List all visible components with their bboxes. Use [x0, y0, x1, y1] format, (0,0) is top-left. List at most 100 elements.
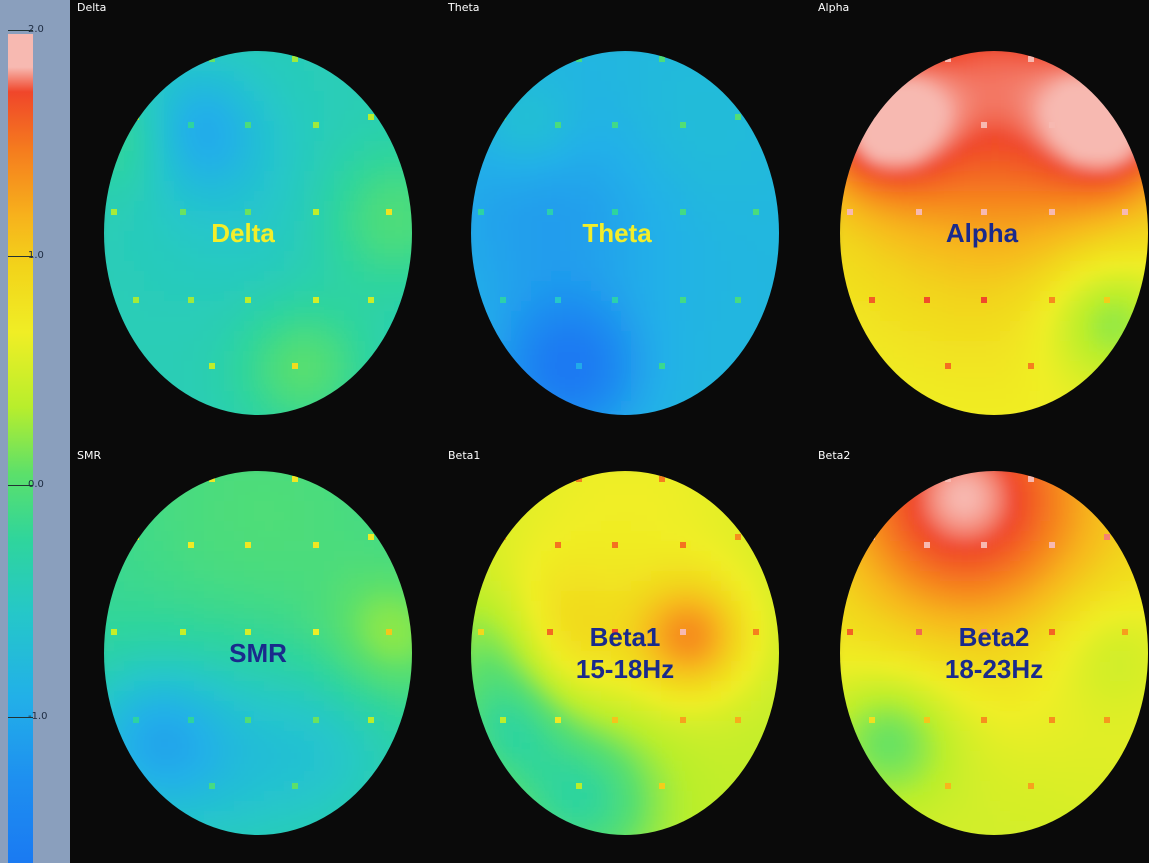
map-cell	[501, 331, 512, 342]
electrode-dot	[612, 209, 618, 215]
map-cell	[1080, 411, 1091, 415]
map-cell	[274, 161, 285, 172]
map-cell	[234, 91, 245, 102]
map-cell	[491, 91, 502, 102]
map-cell	[304, 421, 315, 432]
map-cell	[890, 341, 901, 352]
map-cell	[1110, 61, 1121, 72]
map-cell	[1000, 331, 1011, 342]
map-cell	[980, 401, 991, 412]
map-cell	[761, 201, 772, 212]
electrode-dot	[680, 297, 686, 303]
map-cell	[731, 61, 742, 72]
map-cell	[194, 111, 205, 122]
map-cell	[404, 241, 412, 252]
map-cell	[374, 371, 385, 382]
map-cell	[184, 351, 195, 362]
map-cell	[144, 381, 155, 392]
map-cell	[701, 81, 712, 92]
map-cell	[344, 691, 355, 702]
map-cell	[294, 371, 305, 382]
map-cell	[134, 121, 145, 132]
map-cell	[900, 301, 911, 312]
map-cell	[124, 661, 135, 672]
map-cell	[771, 341, 779, 352]
map-cell	[970, 201, 981, 212]
map-cell	[960, 61, 971, 72]
map-cell	[880, 261, 891, 272]
map-cell	[880, 71, 891, 82]
map-cell	[910, 351, 921, 362]
map-cell	[850, 331, 861, 342]
map-cell	[394, 321, 405, 332]
map-cell	[214, 711, 225, 722]
map-cell	[681, 201, 692, 212]
map-cell	[661, 171, 672, 182]
map-cell	[920, 71, 931, 82]
map-cell	[781, 211, 792, 222]
map-cell	[374, 201, 385, 212]
map-cell	[1010, 361, 1021, 372]
map-cell	[144, 661, 155, 672]
map-cell	[681, 331, 692, 342]
map-cell	[880, 211, 891, 222]
map-cell	[414, 181, 425, 192]
map-cell	[294, 631, 305, 642]
map-cell	[691, 261, 702, 272]
map-cell	[374, 651, 385, 662]
map-cell	[404, 531, 412, 542]
map-cell	[334, 391, 345, 402]
map-cell	[344, 241, 355, 252]
map-cell	[860, 421, 871, 432]
map-cell	[491, 281, 502, 292]
map-cell	[364, 51, 375, 62]
map-cell	[104, 731, 115, 742]
map-cell	[294, 211, 305, 222]
map-cell	[1070, 351, 1081, 362]
map-cell	[354, 101, 365, 112]
map-cell	[890, 51, 901, 52]
map-cell	[910, 291, 921, 302]
map-cell	[374, 631, 385, 642]
map-cell	[1040, 121, 1051, 132]
map-cell	[850, 231, 861, 242]
map-cell	[721, 321, 732, 332]
map-cell	[184, 321, 195, 332]
map-cell	[104, 661, 115, 672]
map-cell	[671, 421, 682, 432]
map-cell	[501, 131, 512, 142]
map-cell	[910, 241, 921, 252]
map-cell	[511, 141, 522, 152]
map-cell	[134, 481, 145, 492]
map-cell	[314, 331, 325, 342]
map-cell	[1110, 181, 1121, 192]
map-cell	[990, 361, 1001, 372]
map-cell	[214, 101, 225, 112]
map-cell	[224, 521, 235, 532]
map-cell	[274, 81, 285, 92]
electrode-dot	[945, 363, 951, 369]
map-cell	[641, 171, 652, 182]
map-cell	[394, 651, 405, 662]
map-cell	[304, 741, 315, 752]
map-cell	[204, 281, 215, 292]
map-cell	[741, 241, 752, 252]
map-cell	[334, 411, 345, 415]
map-cell	[394, 391, 405, 402]
map-cell	[661, 141, 672, 152]
map-cell	[870, 181, 881, 192]
map-cell	[184, 771, 195, 782]
map-cell	[384, 61, 395, 72]
map-cell	[741, 51, 752, 62]
map-cell	[1030, 251, 1041, 262]
map-cell	[284, 621, 295, 632]
map-cell	[1030, 391, 1041, 402]
map-cell	[741, 121, 752, 132]
map-cell	[880, 181, 891, 192]
map-cell	[850, 91, 861, 102]
map-cell	[930, 131, 941, 142]
map-cell	[551, 281, 562, 292]
map-cell	[114, 51, 125, 62]
map-cell	[294, 771, 305, 782]
map-cell	[144, 261, 155, 272]
